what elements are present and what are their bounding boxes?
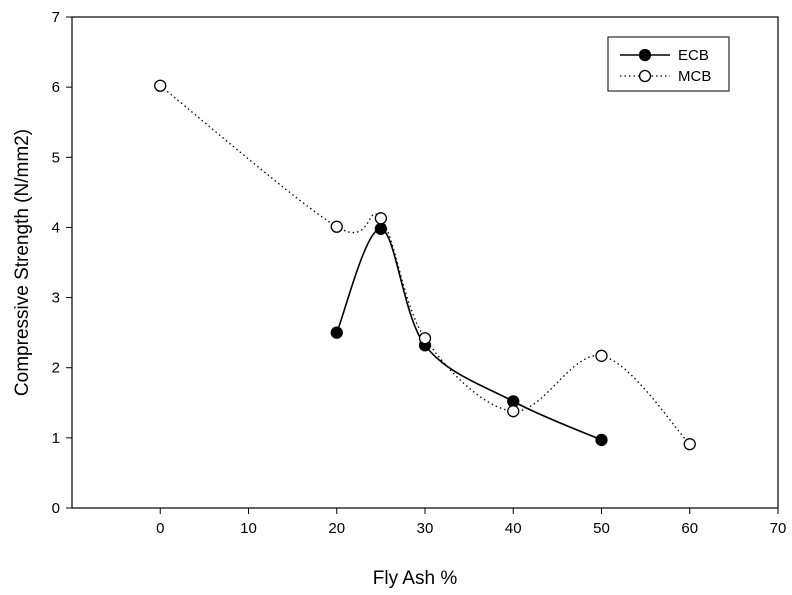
x-tick-label: 10 [240, 520, 257, 537]
legend-label-mcb: MCB [678, 68, 711, 85]
y-axis-title: Compressive Strength (N/mm2) [12, 129, 33, 396]
x-tick-label: 70 [770, 520, 787, 537]
data-point-mcb [683, 438, 696, 451]
data-point-ecb [330, 326, 343, 339]
x-tick-label: 20 [328, 520, 345, 537]
x-tick-label: 50 [593, 520, 610, 537]
axis-ticks [66, 16, 779, 514]
data-point-mcb [595, 349, 608, 362]
y-tick-label: 2 [52, 360, 60, 377]
y-tick-label: 7 [52, 9, 60, 26]
data-point-ecb [595, 433, 608, 447]
y-tick-label: 5 [52, 149, 60, 166]
series-layer [154, 79, 696, 451]
data-point-mcb [154, 79, 167, 92]
legend-marker-ecb [638, 48, 652, 62]
data-point-mcb [330, 220, 343, 233]
data-point-mcb [374, 212, 388, 225]
x-tick-label: 60 [681, 520, 698, 537]
series-line-mcb [159, 85, 691, 445]
y-tick-label: 0 [52, 500, 60, 517]
legend-label-ecb: ECB [678, 47, 709, 64]
y-tick-label: 1 [52, 430, 60, 447]
data-point-ecb [374, 222, 388, 235]
y-tick-label: 4 [52, 219, 60, 236]
data-point-mcb [418, 332, 432, 345]
series-line-ecb [336, 228, 602, 441]
x-tick-label: 40 [505, 520, 522, 537]
x-tick-label: 0 [156, 520, 164, 537]
axis-tick-labels: 0 10 20 30 40 50 60 70 0 1 2 3 4 5 6 7 [52, 9, 787, 537]
data-point-mcb [507, 405, 520, 418]
x-tick-label: 30 [417, 520, 434, 537]
y-tick-label: 3 [52, 290, 60, 307]
legend-marker-mcb [638, 69, 652, 83]
x-axis-title: Fly Ash % [373, 568, 458, 589]
y-tick-label: 6 [52, 79, 60, 96]
legend: ECB MCB [607, 36, 730, 92]
legend-box [607, 36, 730, 92]
